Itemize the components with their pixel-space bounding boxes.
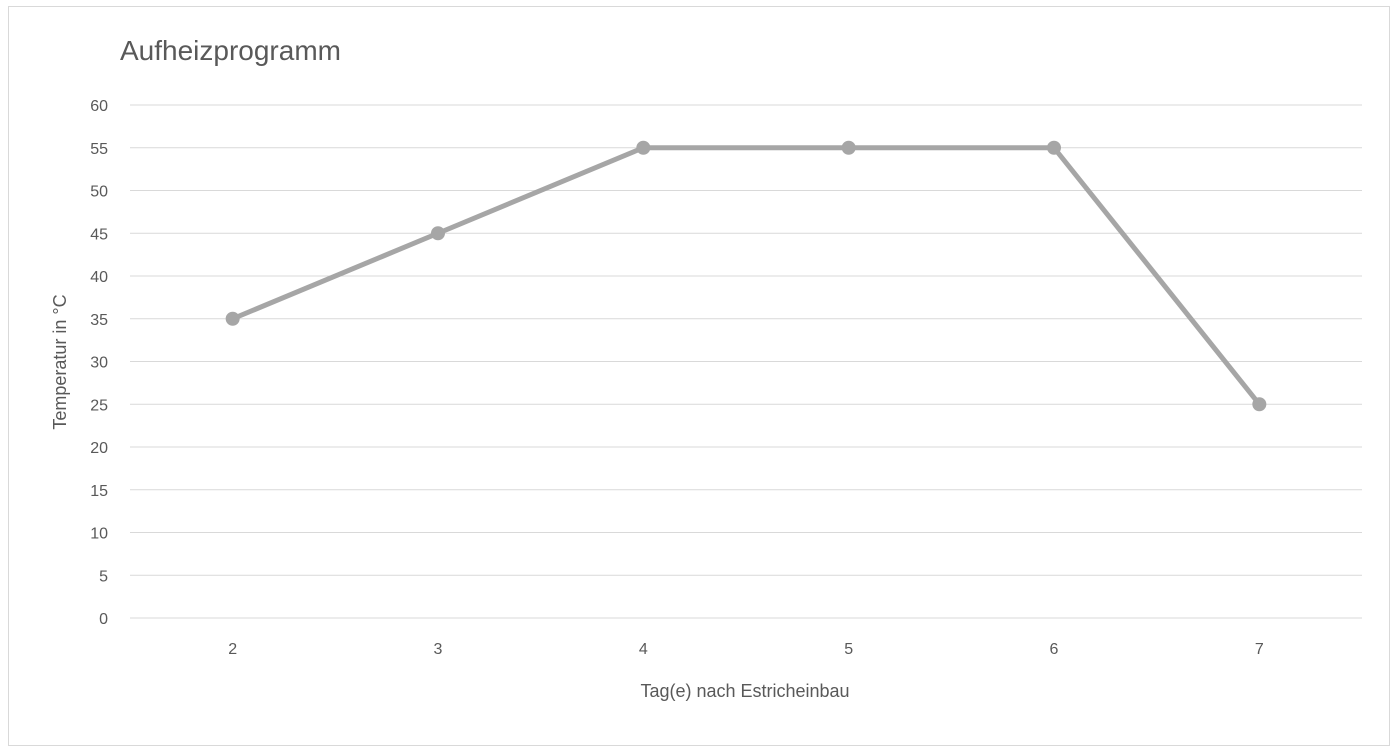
- y-tick-label: 60: [90, 98, 108, 115]
- y-tick-label: 45: [90, 226, 108, 243]
- y-tick-label: 0: [99, 611, 108, 628]
- y-tick-label: 30: [90, 355, 108, 372]
- data-point-5: [841, 140, 856, 155]
- chart-title: Aufheizprogramm: [120, 35, 341, 66]
- y-tick-label: 5: [99, 568, 108, 585]
- x-tick-label: 6: [1050, 641, 1059, 658]
- x-tick-label: 3: [434, 641, 443, 658]
- y-axis-ticks: 0 5 10 15 20 25 30 35 40 45 50 55 60: [90, 98, 108, 628]
- series-line: [230, 145, 1262, 407]
- data-point-2: [225, 311, 240, 326]
- x-tick-label: 4: [639, 641, 648, 658]
- y-tick-label: 55: [90, 141, 108, 158]
- gridlines: [130, 104, 1362, 619]
- x-tick-label: 2: [228, 641, 237, 658]
- x-tick-label: 5: [844, 641, 853, 658]
- y-tick-label: 35: [90, 312, 108, 329]
- chart-frame: [8, 6, 1390, 746]
- data-point-3: [431, 226, 445, 241]
- data-point-7: [1252, 397, 1267, 412]
- x-tick-label: 7: [1255, 641, 1264, 658]
- series-group: [225, 140, 1267, 412]
- y-tick-label: 20: [90, 440, 108, 457]
- y-tick-label: 10: [90, 526, 108, 543]
- y-tick-label: 40: [90, 269, 108, 286]
- y-tick-label: 15: [90, 483, 108, 500]
- data-point-4: [636, 140, 651, 155]
- x-axis-title: Tag(e) nach Estricheinbau: [640, 681, 849, 701]
- data-point-6: [1047, 140, 1061, 155]
- y-tick-label: 50: [90, 184, 108, 201]
- y-tick-label: 25: [90, 397, 108, 414]
- y-axis-title: Temperatur in °C: [50, 294, 70, 429]
- x-axis-ticks: 2 3 4 5 6 7: [228, 641, 1264, 658]
